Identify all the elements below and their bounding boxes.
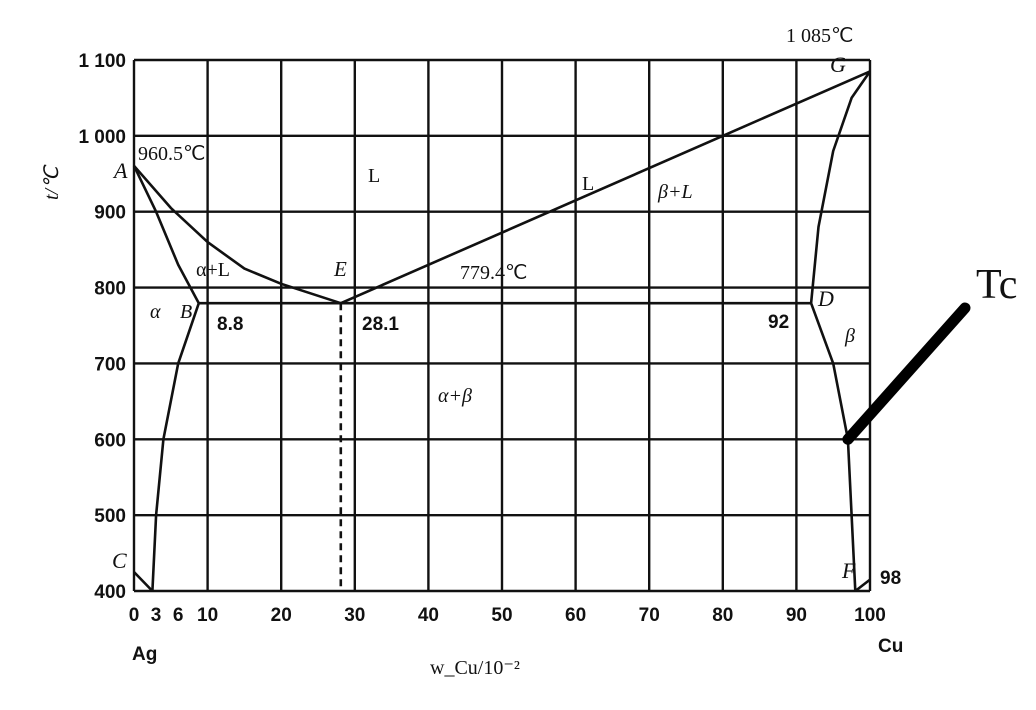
tc-pointer-stroke [842, 302, 971, 445]
grid [132, 58, 872, 593]
curve-right-tick-F [854, 578, 871, 593]
point-f: F [841, 558, 856, 583]
region-alpha-beta: α+β [438, 385, 472, 407]
label-eutectic-temp: 779.4℃ [460, 262, 527, 284]
region-alpha: α [150, 301, 161, 323]
y-tick-1100: 1 100 [78, 51, 126, 72]
curve-solidus-right [809, 70, 872, 304]
y-tick-1000: 1 000 [78, 127, 126, 148]
x-tick-50: 50 [491, 605, 512, 626]
region-beta: β [844, 325, 855, 347]
curve-liquidus-right [340, 70, 871, 305]
label-melting-cu: 1 085℃ [786, 25, 853, 47]
y-tick-900: 900 [94, 203, 126, 224]
region-beta-liquid: β+L [657, 181, 693, 203]
x-tick-30: 30 [344, 605, 365, 626]
x-tick-90: 90 [786, 605, 807, 626]
curve-left-tick-C [133, 571, 154, 592]
point-a: A [112, 158, 128, 183]
x-axis-label: w_Cu/10⁻² [430, 657, 520, 679]
y-tick-800: 800 [94, 279, 126, 300]
region-liquid-right: L [582, 173, 594, 195]
x-tick-60: 60 [565, 605, 586, 626]
y-tick-400: 400 [94, 582, 126, 603]
x-end-label-ag: Ag [132, 644, 157, 665]
curve-solvus-left [151, 302, 201, 592]
label-melting-ag: 960.5℃ [138, 143, 205, 165]
y-tick-500: 500 [94, 506, 126, 527]
curve-solidus-left [132, 165, 200, 304]
region-liquid-left: L [368, 165, 380, 187]
x-tick-70: 70 [639, 605, 660, 626]
point-b: B [180, 301, 192, 323]
x-tick-6: 6 [173, 605, 184, 626]
label-comp-d: 92 [768, 312, 789, 333]
x-tick-100: 100 [854, 605, 886, 626]
curve-liquidus-left [133, 164, 342, 305]
x-tick-3: 3 [151, 605, 162, 626]
tc-annotation-label: Tc [976, 262, 1017, 308]
x-tick-80: 80 [712, 605, 733, 626]
x-tick-20: 20 [271, 605, 292, 626]
point-e: E [333, 257, 347, 281]
point-c: C [112, 548, 127, 573]
y-tick-700: 700 [94, 354, 126, 375]
label-comp-b: 8.8 [217, 314, 243, 335]
region-alpha-liquid: α+L [196, 259, 230, 281]
y-axis-label: t/℃ [41, 164, 63, 200]
x-tick-40: 40 [418, 605, 439, 626]
x-end-label-cu: Cu [878, 636, 903, 657]
label-comp-f: 98 [880, 568, 901, 589]
y-tick-600: 600 [94, 430, 126, 451]
point-d: D [817, 286, 834, 311]
point-g: G [830, 52, 846, 77]
x-tick-10: 10 [197, 605, 218, 626]
x-tick-0: 0 [129, 605, 140, 626]
label-comp-e: 28.1 [362, 314, 399, 335]
